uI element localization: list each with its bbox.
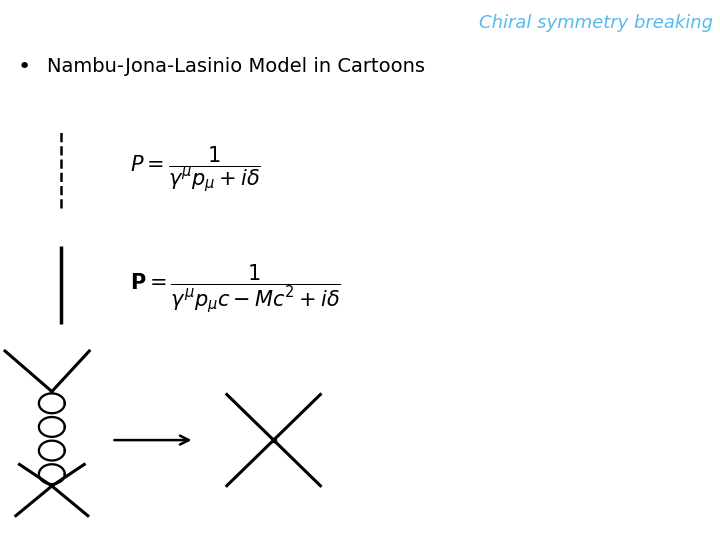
Text: Chiral symmetry breaking: Chiral symmetry breaking (479, 14, 713, 31)
Text: Nambu-Jona-Lasinio Model in Cartoons: Nambu-Jona-Lasinio Model in Cartoons (47, 57, 425, 76)
Text: $\mathbf{P} = \dfrac{1}{\gamma^{\mu} p_{\mu} c - Mc^{2} + i\delta}$: $\mathbf{P} = \dfrac{1}{\gamma^{\mu} p_{… (130, 262, 341, 315)
Text: $P = \dfrac{1}{\gamma^{\mu} p_{\mu} + i\delta}$: $P = \dfrac{1}{\gamma^{\mu} p_{\mu} + i\… (130, 145, 261, 195)
Text: •: • (18, 57, 31, 77)
